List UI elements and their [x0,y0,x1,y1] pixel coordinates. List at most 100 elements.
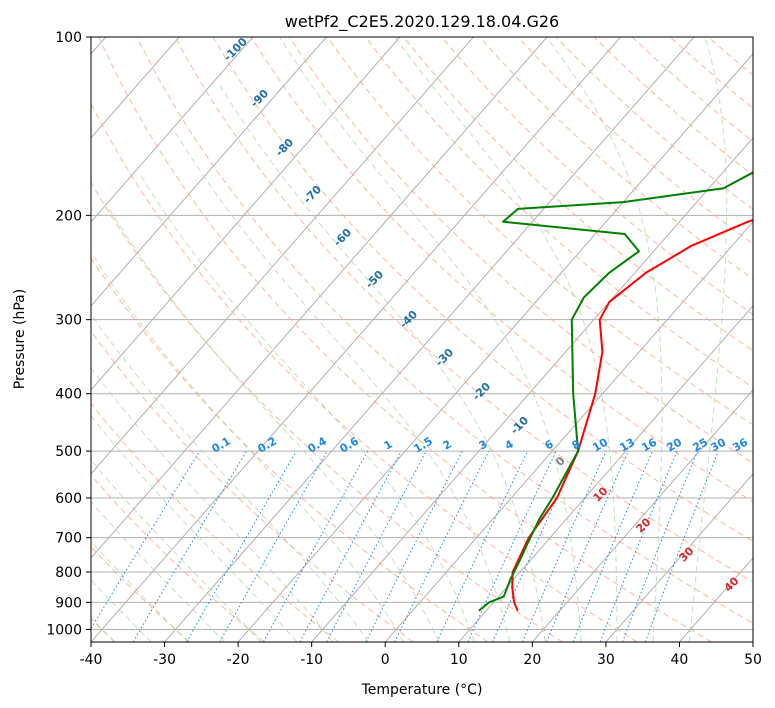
y-tick-label: 100 [55,30,82,46]
mixing-ratio-line [186,450,297,642]
x-tick-label: 40 [671,652,689,668]
mixing-ratio-label: 13 [617,436,637,455]
mixing-ratio-label: 2 [441,438,454,453]
moist-adiabat [91,459,262,642]
isotherm [237,53,753,642]
mixing-ratio-line [572,450,653,642]
x-tick-label: -10 [300,652,323,668]
mixing-ratio-lines [91,450,719,642]
mixing-ratio-label: 36 [730,435,750,454]
x-tick-label: 50 [744,652,762,668]
isotherm [531,389,753,642]
mixing-ratio-label: 10 [590,435,610,454]
isotherm [458,305,753,642]
isotherm [605,473,753,642]
temperature-profile-line [511,218,753,612]
x-tick-label: -30 [153,652,176,668]
moist-adiabat [91,540,189,642]
mixing-ratio-line [394,450,490,642]
mixing-ratio-label: 0.1 [210,435,233,456]
pressure-gridlines [91,37,753,630]
dry-adiabat [91,181,563,642]
x-tick-label: -20 [227,652,250,668]
y-axis-label: Pressure (hPa) [12,289,28,389]
isotherm [752,641,753,642]
dry-adiabat-label: -30 [433,346,456,369]
mixing-ratio-label: 16 [639,435,659,454]
isotherms [91,37,753,642]
dry-adiabat [441,37,753,316]
dry-adiabat [212,37,753,542]
mixing-ratio-label: 4 [503,437,516,452]
x-axis-label: Temperature (°C) [361,682,483,698]
isotherm [91,37,401,391]
moist-adiabat [545,37,663,642]
dry-adiabat [707,37,753,76]
dry-adiabat-label: 30 [677,544,697,564]
mixing-ratio-line [546,450,629,642]
mixing-ratio-label: 20 [664,435,684,454]
moist-adiabat [218,83,546,642]
moist-adiabat [91,367,334,642]
y-tick-label: 800 [55,565,82,581]
y-tick-label: 1000 [46,622,82,638]
mixing-ratio-label: 0.4 [306,434,330,455]
moist-adiabat [688,37,728,642]
dewpoint-profile-line [478,171,753,612]
isotherm [91,37,254,223]
moist-adiabat [91,313,369,642]
y-tick-label: 300 [55,313,82,329]
dry-adiabat-label: -20 [470,380,493,403]
mixing-ratio-line [365,450,463,642]
mixing-ratio-line [299,450,402,642]
isotherm [311,137,753,642]
dry-adiabat [91,474,265,642]
dry-adiabat [91,545,190,642]
dry-adiabat-label: -40 [397,308,420,331]
moist-adiabat [91,415,298,642]
mixing-ratio-label: 0.6 [338,434,362,455]
mixing-ratio-line [492,450,580,642]
dry-adiabat [288,37,753,464]
mixing-ratio-line [522,450,607,642]
dry-adiabat [631,37,753,143]
moist-adiabat [91,500,226,642]
dry-adiabat [91,257,489,642]
x-tick-label: 10 [450,652,468,668]
dry-adiabat [250,37,753,503]
moist-adiabat [279,37,582,642]
dry-adiabats [91,37,753,642]
mixing-ratio-line [326,450,427,642]
x-tick-label: 0 [381,652,390,668]
dry-adiabat [98,37,713,642]
y-tick-label: 400 [55,387,82,403]
isotherm [164,37,695,642]
dry-adiabat [91,330,414,642]
y-tick-label: 600 [55,491,82,507]
dry-adiabat [136,37,753,624]
moist-adiabat [91,251,405,642]
mixing-ratio-label: 1.5 [412,435,435,456]
dry-adiabat [91,102,638,642]
y-tick-label: 900 [55,595,82,611]
chart-title: wetPf2_C2E5.2020.129.18.04.G26 [285,12,559,32]
y-tick-label: 200 [55,208,82,224]
y-tick-label: 700 [55,531,82,547]
dry-adiabat-label: -50 [363,268,386,291]
mixing-ratio-label: 3 [477,438,490,453]
plot-frame [90,36,754,643]
dry-adiabat-label: 40 [722,574,742,594]
profile-series [478,171,753,612]
x-tick-label: 20 [523,652,541,668]
isotherm [91,37,548,559]
mixing-ratio-label: 30 [708,435,728,454]
dry-adiabat [517,37,753,245]
background-lines [91,37,753,642]
isotherm [384,221,753,642]
dry-adiabat [326,37,753,426]
y-tick-label: 500 [55,444,82,460]
isotherm [91,37,327,307]
mixing-ratio-label: 25 [690,436,710,455]
mixing-ratio-line [91,450,201,630]
moist-adiabat [175,132,511,642]
